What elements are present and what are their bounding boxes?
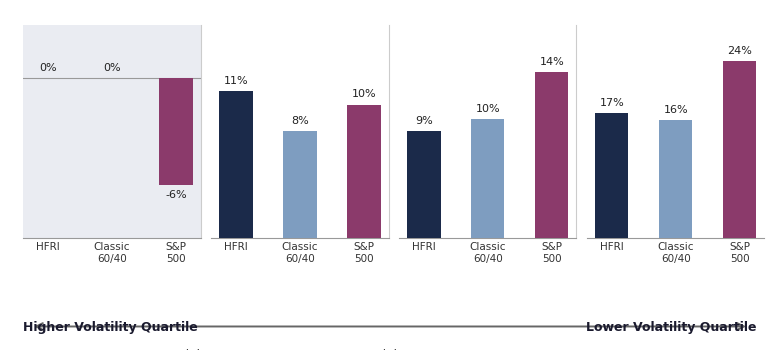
Text: Lower Volatility Quartile: Lower Volatility Quartile <box>586 321 757 334</box>
Bar <box>471 119 505 238</box>
Bar <box>347 105 381 238</box>
Text: -6%: -6% <box>165 190 186 200</box>
Text: 0%: 0% <box>103 63 121 72</box>
Text: 0%: 0% <box>39 63 57 72</box>
Bar <box>283 131 317 238</box>
Bar <box>407 131 441 238</box>
Bar <box>159 78 193 185</box>
Text: Low: Low <box>565 349 588 350</box>
Text: 24%: 24% <box>727 46 752 56</box>
Text: Lowest: Lowest <box>744 349 780 350</box>
Text: 8%: 8% <box>291 116 309 126</box>
Text: 9%: 9% <box>415 116 433 126</box>
Bar <box>595 113 629 238</box>
Bar <box>659 120 693 238</box>
Text: 16%: 16% <box>664 105 688 115</box>
Text: Higher Volatility Quartile: Higher Volatility Quartile <box>23 321 198 334</box>
Bar <box>535 72 569 238</box>
Text: 11%: 11% <box>224 76 248 86</box>
Bar <box>219 91 253 238</box>
Text: 17%: 17% <box>600 98 624 107</box>
Bar <box>723 61 757 238</box>
Text: 10%: 10% <box>352 89 376 99</box>
Text: 10%: 10% <box>476 104 500 114</box>
Text: 14%: 14% <box>540 57 564 66</box>
Text: High: High <box>375 349 402 350</box>
Text: Highest: Highest <box>178 349 223 350</box>
